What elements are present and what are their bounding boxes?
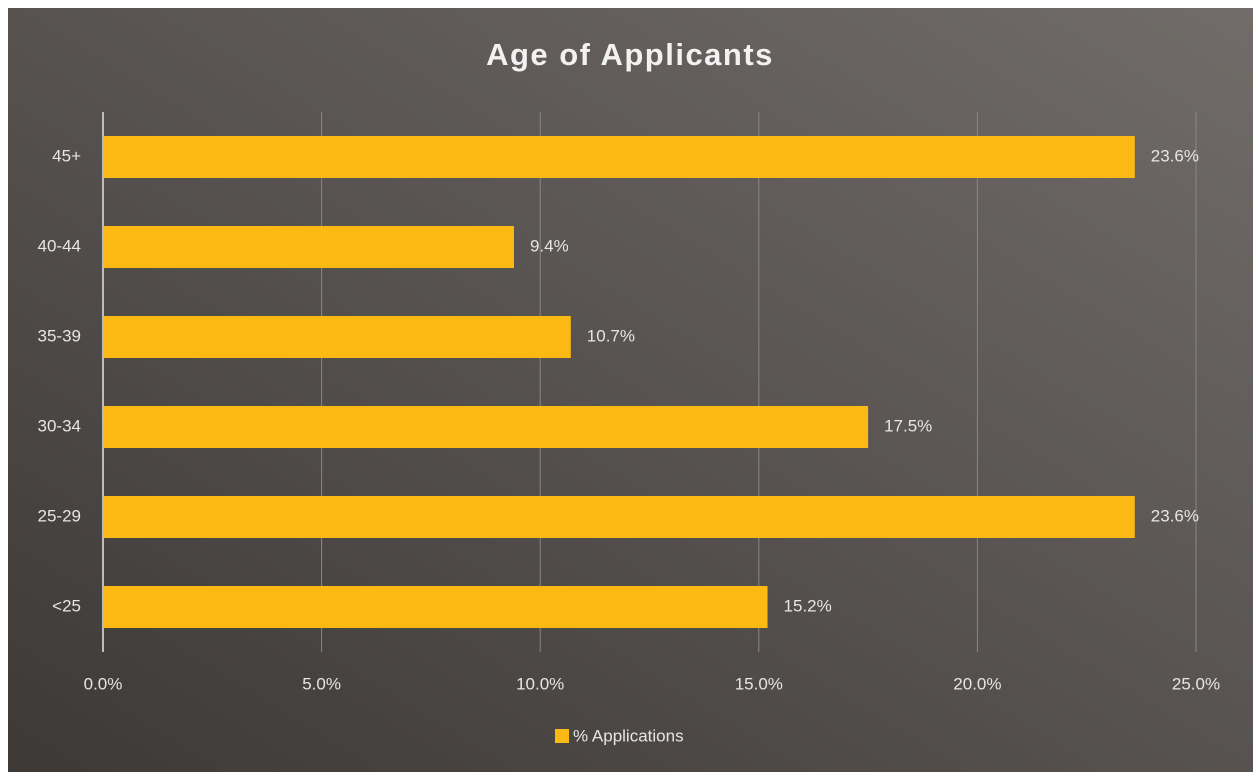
chart-background xyxy=(8,8,1253,772)
y-tick-label: 30-34 xyxy=(38,416,81,435)
bar xyxy=(103,136,1135,178)
y-tick-label: 35-39 xyxy=(38,326,81,345)
chart-title: Age of Applicants xyxy=(486,37,774,72)
legend-label: % Applications xyxy=(573,726,684,745)
data-label: 15.2% xyxy=(784,596,832,615)
y-tick-label: 40-44 xyxy=(38,236,81,255)
x-tick-label: 10.0% xyxy=(516,674,564,693)
bar xyxy=(103,226,514,268)
data-label: 9.4% xyxy=(530,236,569,255)
y-tick-label: 25-29 xyxy=(38,506,81,525)
bar xyxy=(103,316,571,358)
bar xyxy=(103,406,869,448)
data-label: 23.6% xyxy=(1151,146,1199,165)
y-tick-label: 45+ xyxy=(52,146,81,165)
x-tick-label: 20.0% xyxy=(953,674,1001,693)
y-tick-label: <25 xyxy=(52,596,81,615)
legend-swatch xyxy=(555,729,569,743)
data-label: 17.5% xyxy=(884,416,932,435)
data-label: 23.6% xyxy=(1151,506,1199,525)
x-tick-label: 15.0% xyxy=(735,674,783,693)
bar xyxy=(103,496,1135,538)
x-tick-label: 25.0% xyxy=(1172,674,1220,693)
data-label: 10.7% xyxy=(587,326,635,345)
bar xyxy=(103,586,768,628)
x-tick-label: 0.0% xyxy=(84,674,123,693)
x-tick-label: 5.0% xyxy=(302,674,341,693)
